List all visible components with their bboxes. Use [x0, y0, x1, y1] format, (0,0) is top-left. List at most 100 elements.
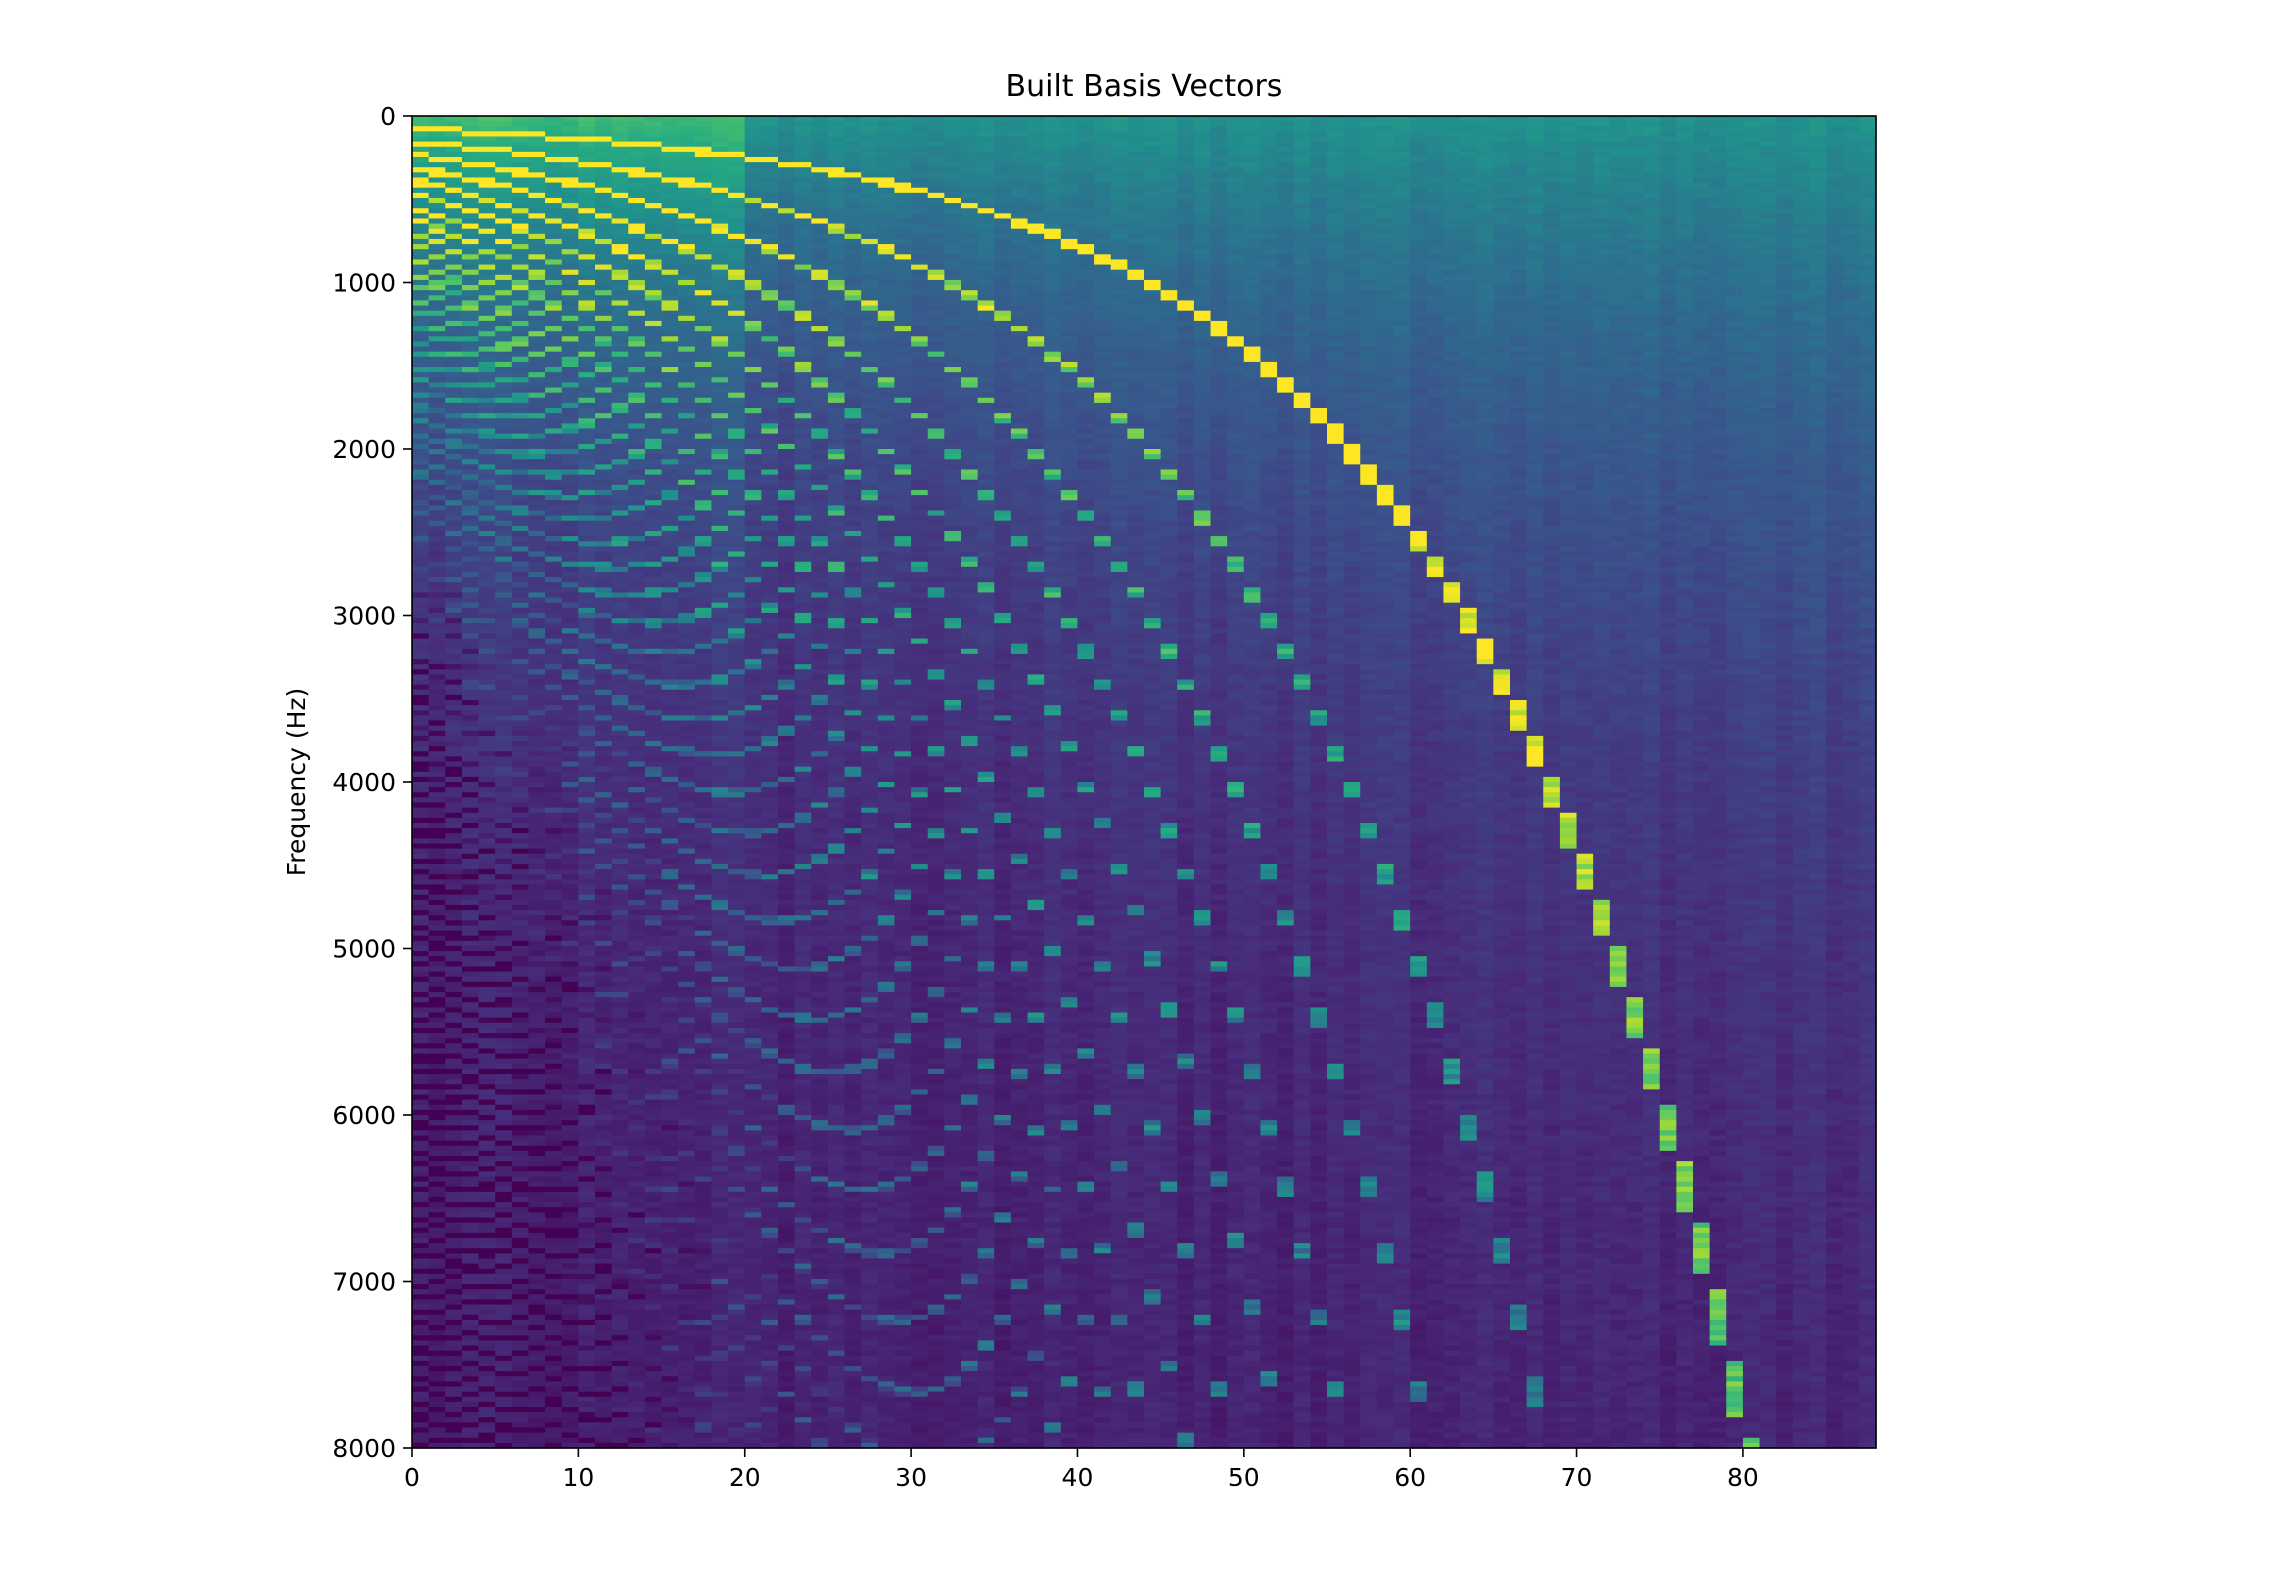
- heatmap-cell: [545, 1248, 563, 1254]
- heatmap-cell: [478, 489, 496, 496]
- heatmap-cell: [445, 1053, 463, 1060]
- heatmap-cell: [611, 392, 629, 399]
- heatmap-cell: [561, 966, 579, 973]
- heatmap-cell: [661, 305, 679, 312]
- heatmap-cell: [445, 920, 463, 927]
- heatmap-cell: [561, 587, 579, 594]
- heatmap-cell: [628, 233, 646, 240]
- heatmap-cell: [545, 1273, 563, 1280]
- heatmap-cell: [578, 172, 596, 179]
- heatmap-cell: [661, 162, 679, 168]
- heatmap-cell: [461, 408, 480, 414]
- heatmap-cell: [511, 382, 530, 389]
- heatmap-cell: [595, 1212, 613, 1219]
- heatmap-cell: [578, 510, 596, 517]
- heatmap-cell: [461, 438, 480, 445]
- heatmap-cell: [595, 997, 613, 1003]
- heatmap-cell: [644, 1294, 663, 1301]
- heatmap-cell: [595, 899, 613, 906]
- heatmap-cell: [578, 1150, 596, 1157]
- heatmap-cell: [595, 925, 613, 932]
- heatmap-cell: [528, 218, 546, 225]
- heatmap-cell: [628, 1253, 646, 1260]
- heatmap-cell: [428, 976, 446, 983]
- heatmap-cell: [412, 423, 430, 430]
- heatmap-cell: [461, 233, 480, 240]
- heatmap-cell: [678, 684, 696, 691]
- heatmap-cell: [528, 141, 546, 148]
- heatmap-cell: [661, 1412, 679, 1418]
- heatmap-cell: [461, 331, 480, 337]
- heatmap-cell: [711, 925, 729, 932]
- heatmap-cell: [495, 822, 513, 829]
- heatmap-cell: [595, 741, 613, 747]
- heatmap-cell: [661, 1427, 679, 1434]
- heatmap-cell: [495, 689, 513, 696]
- heatmap-cell: [528, 951, 546, 957]
- heatmap-cell: [478, 1391, 496, 1398]
- heatmap-cell: [528, 904, 546, 911]
- heatmap-cell: [495, 203, 513, 209]
- heatmap-cell: [495, 648, 513, 655]
- heatmap-cell: [595, 1079, 613, 1085]
- heatmap-cell: [578, 341, 596, 348]
- heatmap-cell: [595, 203, 613, 209]
- heatmap-cell: [678, 187, 696, 194]
- heatmap-cell: [511, 1319, 530, 1326]
- heatmap-cell: [478, 285, 496, 291]
- heatmap-cell: [628, 187, 646, 194]
- heatmap-cell: [694, 1012, 713, 1019]
- heatmap-cell: [578, 1068, 596, 1075]
- heatmap-cell: [428, 315, 446, 322]
- heatmap-cell: [611, 254, 629, 261]
- heatmap-cell: [694, 438, 713, 445]
- heatmap-cell: [644, 556, 663, 563]
- heatmap-cell: [595, 689, 613, 696]
- heatmap-cell: [711, 833, 729, 839]
- heatmap-cell: [528, 182, 546, 189]
- heatmap-cell: [678, 766, 696, 773]
- heatmap-cell: [461, 1330, 480, 1336]
- heatmap-cell: [495, 320, 513, 327]
- heatmap-cell: [711, 1120, 729, 1126]
- heatmap-cell: [545, 136, 563, 143]
- heatmap-cell: [678, 1012, 696, 1019]
- heatmap-cell: [495, 1442, 513, 1449]
- heatmap-cell: [661, 413, 679, 419]
- heatmap-cell: [561, 597, 579, 604]
- heatmap-cell: [595, 1074, 613, 1080]
- heatmap-cell: [628, 213, 646, 220]
- heatmap-cell: [628, 510, 646, 517]
- heatmap-cell: [661, 1258, 679, 1265]
- heatmap-cell: [545, 1038, 563, 1044]
- heatmap-cell: [461, 1442, 480, 1449]
- heatmap-cell: [561, 182, 579, 189]
- heatmap-cell: [478, 1043, 496, 1049]
- heatmap-cell: [661, 484, 679, 491]
- heatmap-cell: [412, 951, 430, 957]
- heatmap-cell: [644, 320, 663, 327]
- heatmap-cell: [478, 238, 496, 245]
- heatmap-cell: [495, 802, 513, 809]
- heatmap-cell: [478, 382, 496, 389]
- heatmap-cell: [412, 510, 430, 517]
- heatmap-cell: [711, 413, 729, 419]
- heatmap-cell: [644, 116, 663, 122]
- heatmap-cell: [428, 669, 446, 676]
- heatmap-cell: [561, 525, 579, 532]
- heatmap-cell: [561, 197, 579, 204]
- heatmap-cell: [694, 1161, 713, 1167]
- heatmap-cell: [628, 910, 646, 916]
- heatmap-cell: [628, 930, 646, 937]
- heatmap-cell: [412, 290, 430, 296]
- heatmap-cell: [511, 197, 530, 204]
- heatmap-cell: [595, 269, 613, 276]
- heatmap-cell: [578, 167, 596, 173]
- heatmap-cell: [428, 479, 446, 486]
- heatmap-cell: [678, 863, 696, 870]
- heatmap-cell: [495, 1355, 513, 1362]
- heatmap-cell: [661, 710, 679, 716]
- heatmap-cell: [561, 203, 579, 209]
- heatmap-cell: [611, 136, 629, 143]
- heatmap-cell: [511, 925, 530, 932]
